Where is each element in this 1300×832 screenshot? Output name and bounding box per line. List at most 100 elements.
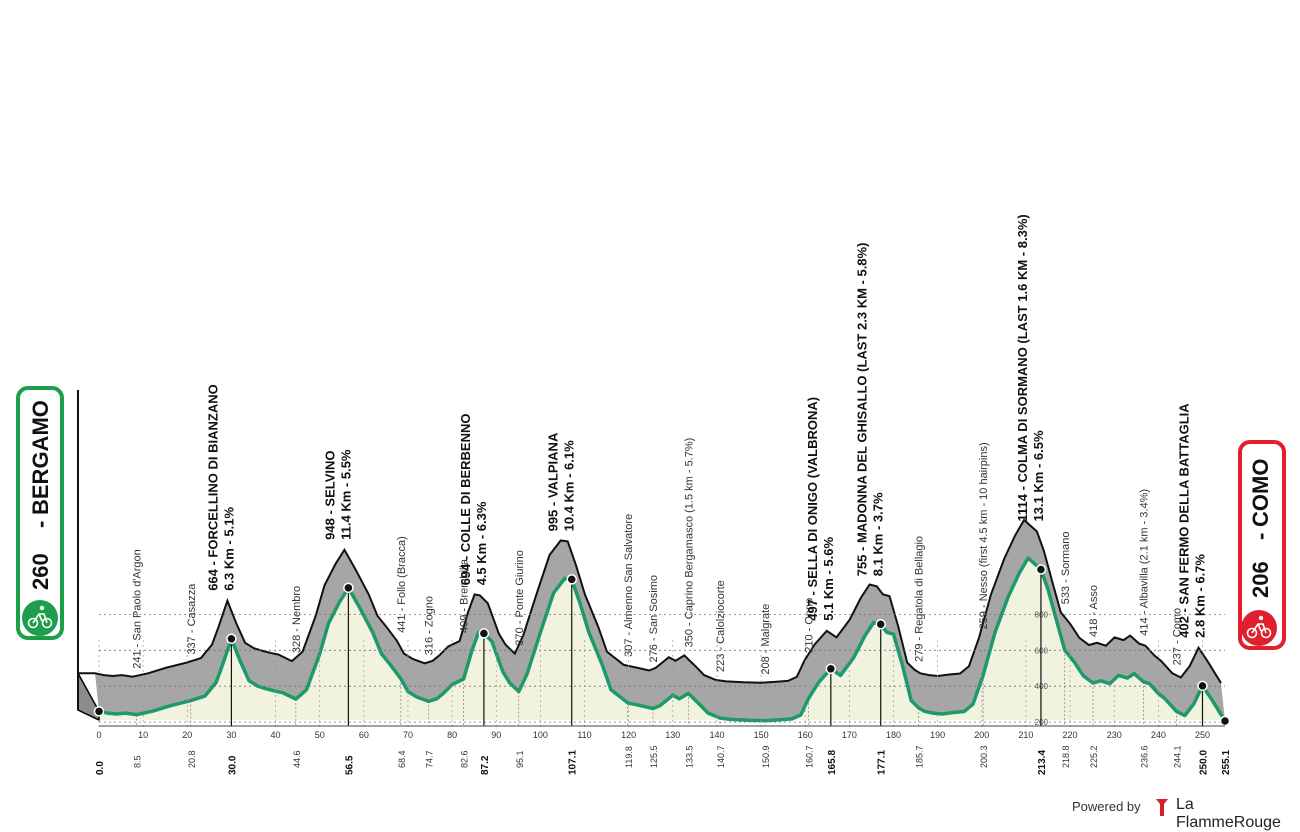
point-km-label: 225.2: [1089, 745, 1099, 768]
distance-tick-label: 220: [1063, 730, 1078, 740]
waypoint-label: 414 - Albavilla (2.1 km - 3.4%): [1138, 489, 1150, 636]
point-km-label: 68.4: [397, 750, 407, 768]
altitude-tick-label: 600: [1035, 646, 1049, 655]
distance-tick-label: 50: [315, 730, 325, 740]
waypoint-label: 259 - Nesso (first 4.5 km - 10 hairpins): [978, 442, 990, 629]
waypoint-label: 328 - Nembro: [291, 586, 303, 653]
climb-summit-dot: [478, 628, 490, 639]
distance-tick-label: 150: [754, 730, 769, 740]
waypoint-label: 337 - Casazza: [186, 583, 198, 655]
climb-summit-dot: [875, 619, 886, 630]
point-km-label: 160.7: [804, 745, 814, 768]
point-km-label: 200.3: [979, 745, 989, 768]
background-layer: [99, 558, 1225, 721]
finish-badge-frame: [1238, 440, 1286, 650]
climb-label: 664 - FORCELLINO DI BIANZANO: [205, 384, 220, 591]
point-km-label: 250.0: [1198, 750, 1209, 775]
distance-tick-label: 10: [138, 730, 148, 740]
distance-tick-label: 200: [974, 730, 989, 740]
point-km-label: 82.6: [460, 750, 470, 768]
distance-tick-label: 240: [1151, 730, 1166, 740]
finish-dash: -: [1248, 533, 1273, 540]
point-km-label: 150.9: [761, 745, 771, 768]
climb-detail-label: 8.1 Km - 3.7%: [871, 492, 886, 576]
distance-tick-label: 100: [533, 730, 548, 740]
waypoint-label: 241 - San Paolo d'Argon: [132, 549, 144, 669]
climb-detail-label: 11.4 Km - 5.5%: [338, 449, 353, 540]
climb-summit-dot: [566, 574, 577, 585]
point-km-label: 87.2: [480, 755, 491, 775]
waypoint-label: 223 - Calolziocorte: [715, 580, 727, 672]
point-km-label: 95.1: [515, 750, 525, 768]
climb-label: 995 - VALPIANA: [546, 432, 561, 531]
point-km-label: 218.8: [1061, 745, 1071, 768]
distance-tick-label: 230: [1107, 730, 1122, 740]
distance-tick-label: 140: [709, 730, 724, 740]
finish-dot: [1219, 715, 1231, 727]
distance-tick-label: 110: [577, 730, 591, 740]
point-km-label: 140.7: [716, 745, 726, 768]
altitude-tick-label: 400: [1035, 682, 1049, 691]
axis-layer: 0 10 20 30 40 50 60 70 80 90 100 110 120 130 140 150 160…: [95, 725, 1232, 775]
point-km-label: 255.1: [1221, 750, 1232, 775]
waypoint-label: 208 - Malgrate: [760, 604, 772, 675]
waypoint-label: 350 - Caprino Bergamasco (1.5 km - 5.7%): [683, 438, 695, 648]
point-km-label: 177.1: [877, 750, 888, 775]
start-badge: 260 - BERGAMO: [16, 386, 64, 640]
point-km-label: 8.5: [133, 755, 143, 768]
profile-ground-area: [99, 558, 1225, 721]
point-km-label: 119.8: [624, 746, 634, 768]
waypoint-label: 533 - Sormano: [1060, 532, 1072, 605]
point-km-label: 244.1: [1172, 745, 1182, 768]
point-km-label: 185.7: [915, 745, 925, 768]
distance-tick-label: 120: [621, 730, 636, 740]
start-altitude: 260: [28, 553, 53, 590]
finish-city: COMO: [1248, 459, 1273, 527]
distance-tick-label: 190: [930, 730, 945, 740]
point-km-label: 133.5: [684, 745, 694, 768]
powered-by-text: Powered by: [1072, 799, 1141, 814]
waypoint-label: 307 - Almenno San Salvatore: [623, 514, 635, 657]
point-km-label: 107.1: [568, 750, 579, 775]
waypoint-label: 370 - Ponte Giurino: [514, 550, 526, 645]
climb-detail-label: 5.1 Km - 5.6%: [821, 537, 836, 621]
waypoint-label: 210 - Onno: [803, 598, 815, 653]
climb-detail-label: 13.1 Km - 6.5%: [1031, 430, 1046, 521]
brand-name: La FlammeRouge: [1176, 796, 1281, 831]
waypoint-label: 279 - Regatola di Bellagio: [914, 536, 926, 662]
distance-tick-label: 30: [226, 730, 236, 740]
label-layer: 241 - San Paolo d'Argon 337 - Casazza 328 …: [93, 214, 1231, 727]
altitude-tick-label: 800: [1035, 610, 1049, 619]
waypoint-label: 237 - Como: [1171, 608, 1183, 665]
climb-label: 755 - MADONNA DEL GHISALLO (LAST 2.3 KM …: [855, 243, 870, 577]
distance-tick-label: 250: [1195, 730, 1210, 740]
grid-layer: 200 400 600 800: [98, 610, 1225, 728]
climb-summit-dot: [226, 633, 237, 645]
climb-detail-label: 6.3 Km - 5.1%: [221, 507, 236, 591]
point-km-label: 56.5: [344, 755, 355, 775]
waypoint-label: 441 - Follo (Bracca): [396, 536, 408, 633]
climb-summit-dot: [343, 582, 354, 594]
point-km-label: 30.0: [227, 755, 238, 775]
waypoint-label: 316 - Zogno: [424, 596, 436, 655]
point-km-label: 0.0: [95, 761, 106, 775]
point-km-label: 165.8: [827, 750, 838, 775]
point-km-label: 213.4: [1037, 750, 1048, 775]
waypoint-label: 418 - Asso: [1088, 585, 1100, 637]
climb-detail-label: 4.5 Km - 6.3%: [474, 501, 489, 585]
waypoint-label: 409 - Brembilla: [459, 558, 471, 633]
distance-tick-label: 160: [798, 730, 813, 740]
altitude-tick-label: 200: [1035, 718, 1049, 727]
start-badge-frame: [16, 386, 64, 640]
distance-tick-label: 210: [1018, 730, 1033, 740]
distance-tick-label: 180: [886, 730, 901, 740]
start-dot: [93, 706, 105, 717]
distance-tick-label: 40: [271, 730, 281, 740]
point-km-label: 125.5: [649, 745, 659, 768]
distance-tick-label: 80: [447, 730, 457, 740]
start-city: BERGAMO: [28, 400, 53, 515]
distance-tick-label: 0: [96, 730, 101, 740]
finish-badge: 206 - COMO: [1238, 440, 1286, 650]
climb-detail-label: 2.8 Km - 6.7%: [1192, 554, 1207, 638]
